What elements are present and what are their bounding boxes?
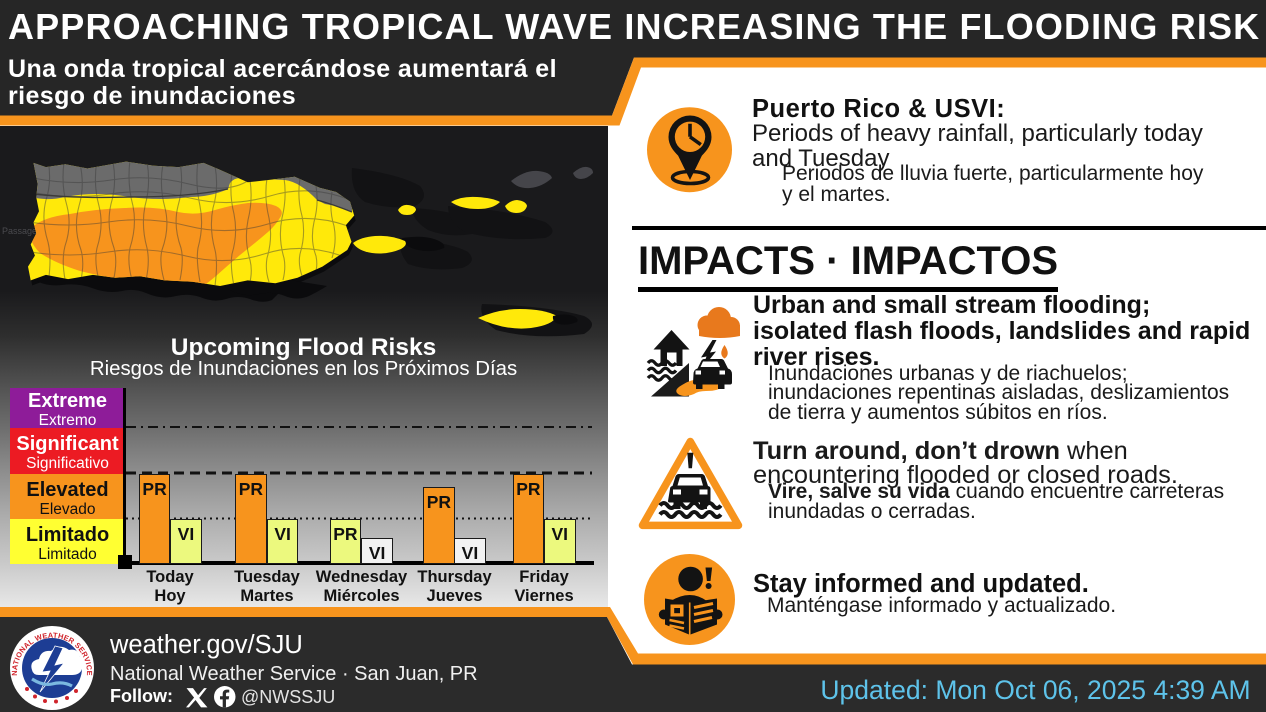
svg-text:Passage: Passage [2,226,37,236]
